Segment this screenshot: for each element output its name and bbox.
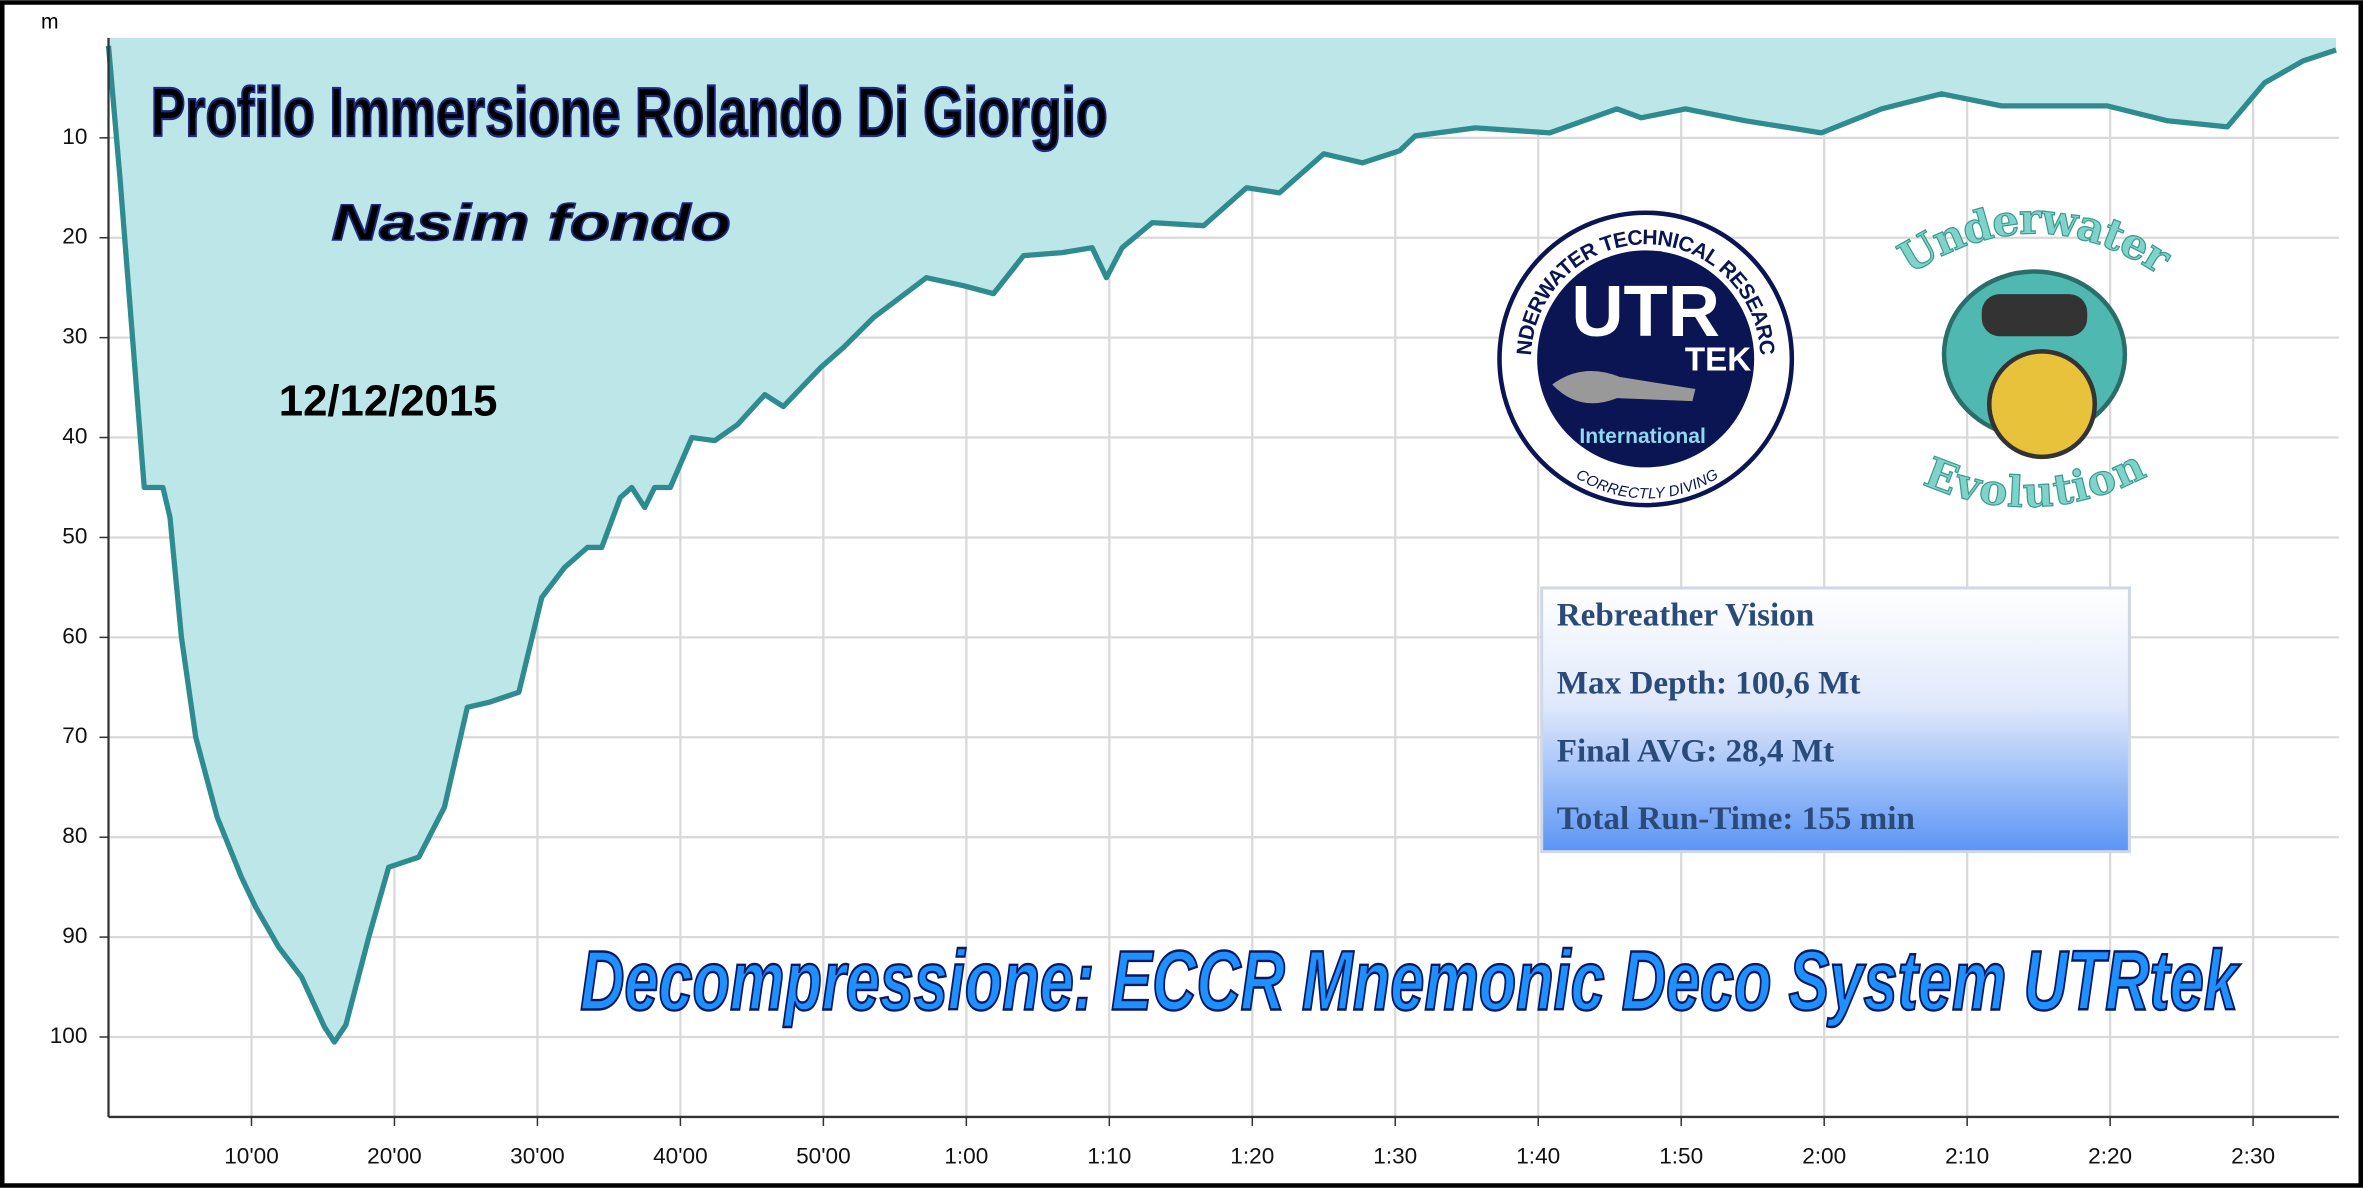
x-tick-label: 30'00: [510, 1144, 565, 1169]
x-tick-label: 40'00: [653, 1144, 708, 1169]
ticks: 10 20 30 40 50 60 70 80 90 100 10'00 20'00 30'00 40'0…: [50, 124, 2275, 1169]
x-tick-label: 1:40: [1516, 1144, 1560, 1169]
logo-main: UTR: [1571, 272, 1720, 352]
x-tick-label: 2:10: [1945, 1144, 1989, 1169]
y-tick-label: 100: [50, 1023, 88, 1048]
x-tick-label: 1:00: [944, 1144, 988, 1169]
x-tick-label: 1:50: [1659, 1144, 1703, 1169]
y-tick-label: 60: [62, 623, 87, 648]
x-tick-label: 1:10: [1087, 1144, 1131, 1169]
x-tick-label: 10'00: [224, 1144, 279, 1169]
x-tick-label: 1:30: [1373, 1144, 1417, 1169]
y-tick-label: 40: [62, 424, 87, 449]
y-tick-label: 70: [62, 723, 87, 748]
y-axis-label: m: [41, 10, 59, 33]
y-tick-label: 20: [62, 224, 87, 249]
info-line: Total Run-Time: 155 min: [1557, 800, 1915, 837]
logo-mask: [1981, 294, 2088, 337]
plot: [105, 37, 2337, 1045]
info-box-bg: [1540, 586, 2131, 854]
x-tick-label: 1:20: [1230, 1144, 1274, 1169]
info-line: Max Depth: 100,6 Mt: [1557, 665, 1861, 702]
subtitle: Nasim fondo: [332, 194, 731, 251]
info-line: Final AVG: 28,4 Mt: [1557, 732, 1834, 769]
x-tick-label: 2:30: [2231, 1144, 2275, 1169]
y-tick-label: 80: [62, 823, 87, 848]
logo-core: [1537, 250, 1755, 468]
annotation: Decompressione: ECCR Mnemonic Deco Syste…: [580, 934, 2241, 1028]
logo-label: International: [1579, 425, 1705, 448]
line: [105, 45, 2337, 1045]
info-line: Rebreather Vision: [1557, 597, 1814, 634]
date: 12/12/2015: [279, 377, 498, 426]
y-tick-label: 50: [62, 523, 87, 548]
x-tick-label: 50'00: [796, 1144, 851, 1169]
x-tick-label: 2:00: [1802, 1144, 1846, 1169]
info-box: Rebreather Vision Max Depth: 100,6 Mt Fi…: [1540, 586, 2131, 854]
logo-sub: TEK: [1685, 342, 1751, 379]
y-tick-label: 30: [62, 324, 87, 349]
logo-ball: [1986, 349, 2098, 460]
area: [108, 37, 2337, 1043]
x-tick-label: 2:20: [2088, 1144, 2132, 1169]
y-tick-label: 90: [62, 923, 87, 948]
logo-diver: [1552, 370, 1696, 404]
x-tick-label: 20'00: [367, 1144, 422, 1169]
y-tick-label: 10: [62, 124, 87, 149]
chart-title: Profilo Immersione Rolando Di Giorgio: [151, 73, 1108, 151]
